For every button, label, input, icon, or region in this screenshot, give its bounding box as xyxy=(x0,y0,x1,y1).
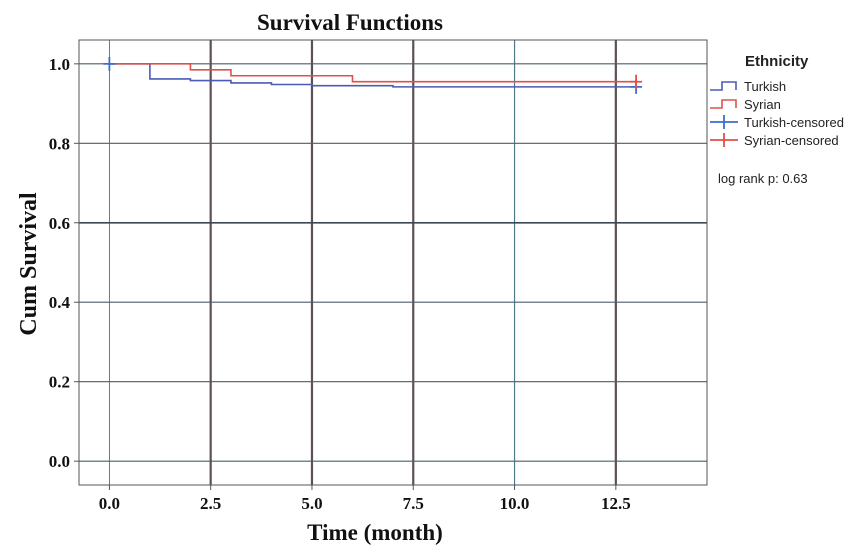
x-axis-ticks: 0.0 2.5 5.0 7.5 10.0 12.5 xyxy=(99,485,631,513)
legend-label: Syrian xyxy=(744,97,781,112)
legend-title: Ethnicity xyxy=(745,53,809,70)
legend: Ethnicity Turkish Syrian Turkish-censored S… xyxy=(710,53,844,148)
legend-label: Syrian-censored xyxy=(744,133,839,148)
y-tick-label: 0.6 xyxy=(49,214,70,233)
series-line-turkish xyxy=(109,63,637,88)
legend-swatch xyxy=(710,133,738,147)
chart-title: Survival Functions xyxy=(257,10,443,35)
y-tick-label: 0.0 xyxy=(49,452,70,471)
survival-lines xyxy=(109,63,637,88)
legend-label: Turkish xyxy=(744,79,786,94)
x-tick-label: 12.5 xyxy=(601,494,631,513)
y-axis-label: Cum Survival xyxy=(16,192,42,336)
grid xyxy=(79,40,707,485)
censor-marks xyxy=(103,56,643,94)
plot-frame xyxy=(78,39,708,486)
y-tick-label: 0.4 xyxy=(49,293,71,312)
series-line-syrian xyxy=(109,63,637,83)
x-tick-label: 2.5 xyxy=(200,494,221,513)
legend-swatch xyxy=(710,99,737,109)
legend-label: Turkish-censored xyxy=(744,115,844,130)
legend-swatch xyxy=(710,81,737,91)
y-tick-label: 1.0 xyxy=(49,55,70,74)
x-tick-label: 0.0 xyxy=(99,494,120,513)
log-rank-annotation: log rank p: 0.63 xyxy=(718,171,808,186)
y-tick-label: 0.8 xyxy=(49,134,70,153)
legend-swatch xyxy=(710,115,738,129)
y-tick-label: 0.2 xyxy=(49,373,70,392)
censor-mark-syrian-censored xyxy=(630,74,643,89)
x-tick-label: 7.5 xyxy=(403,494,424,513)
x-tick-label: 5.0 xyxy=(301,494,322,513)
x-tick-label: 10.0 xyxy=(500,494,530,513)
y-axis-ticks: 0.0 0.2 0.4 0.6 0.8 1.0 xyxy=(49,55,79,471)
x-axis-label: Time (month) xyxy=(307,520,443,545)
censor-mark-turkish-censored xyxy=(103,56,116,71)
